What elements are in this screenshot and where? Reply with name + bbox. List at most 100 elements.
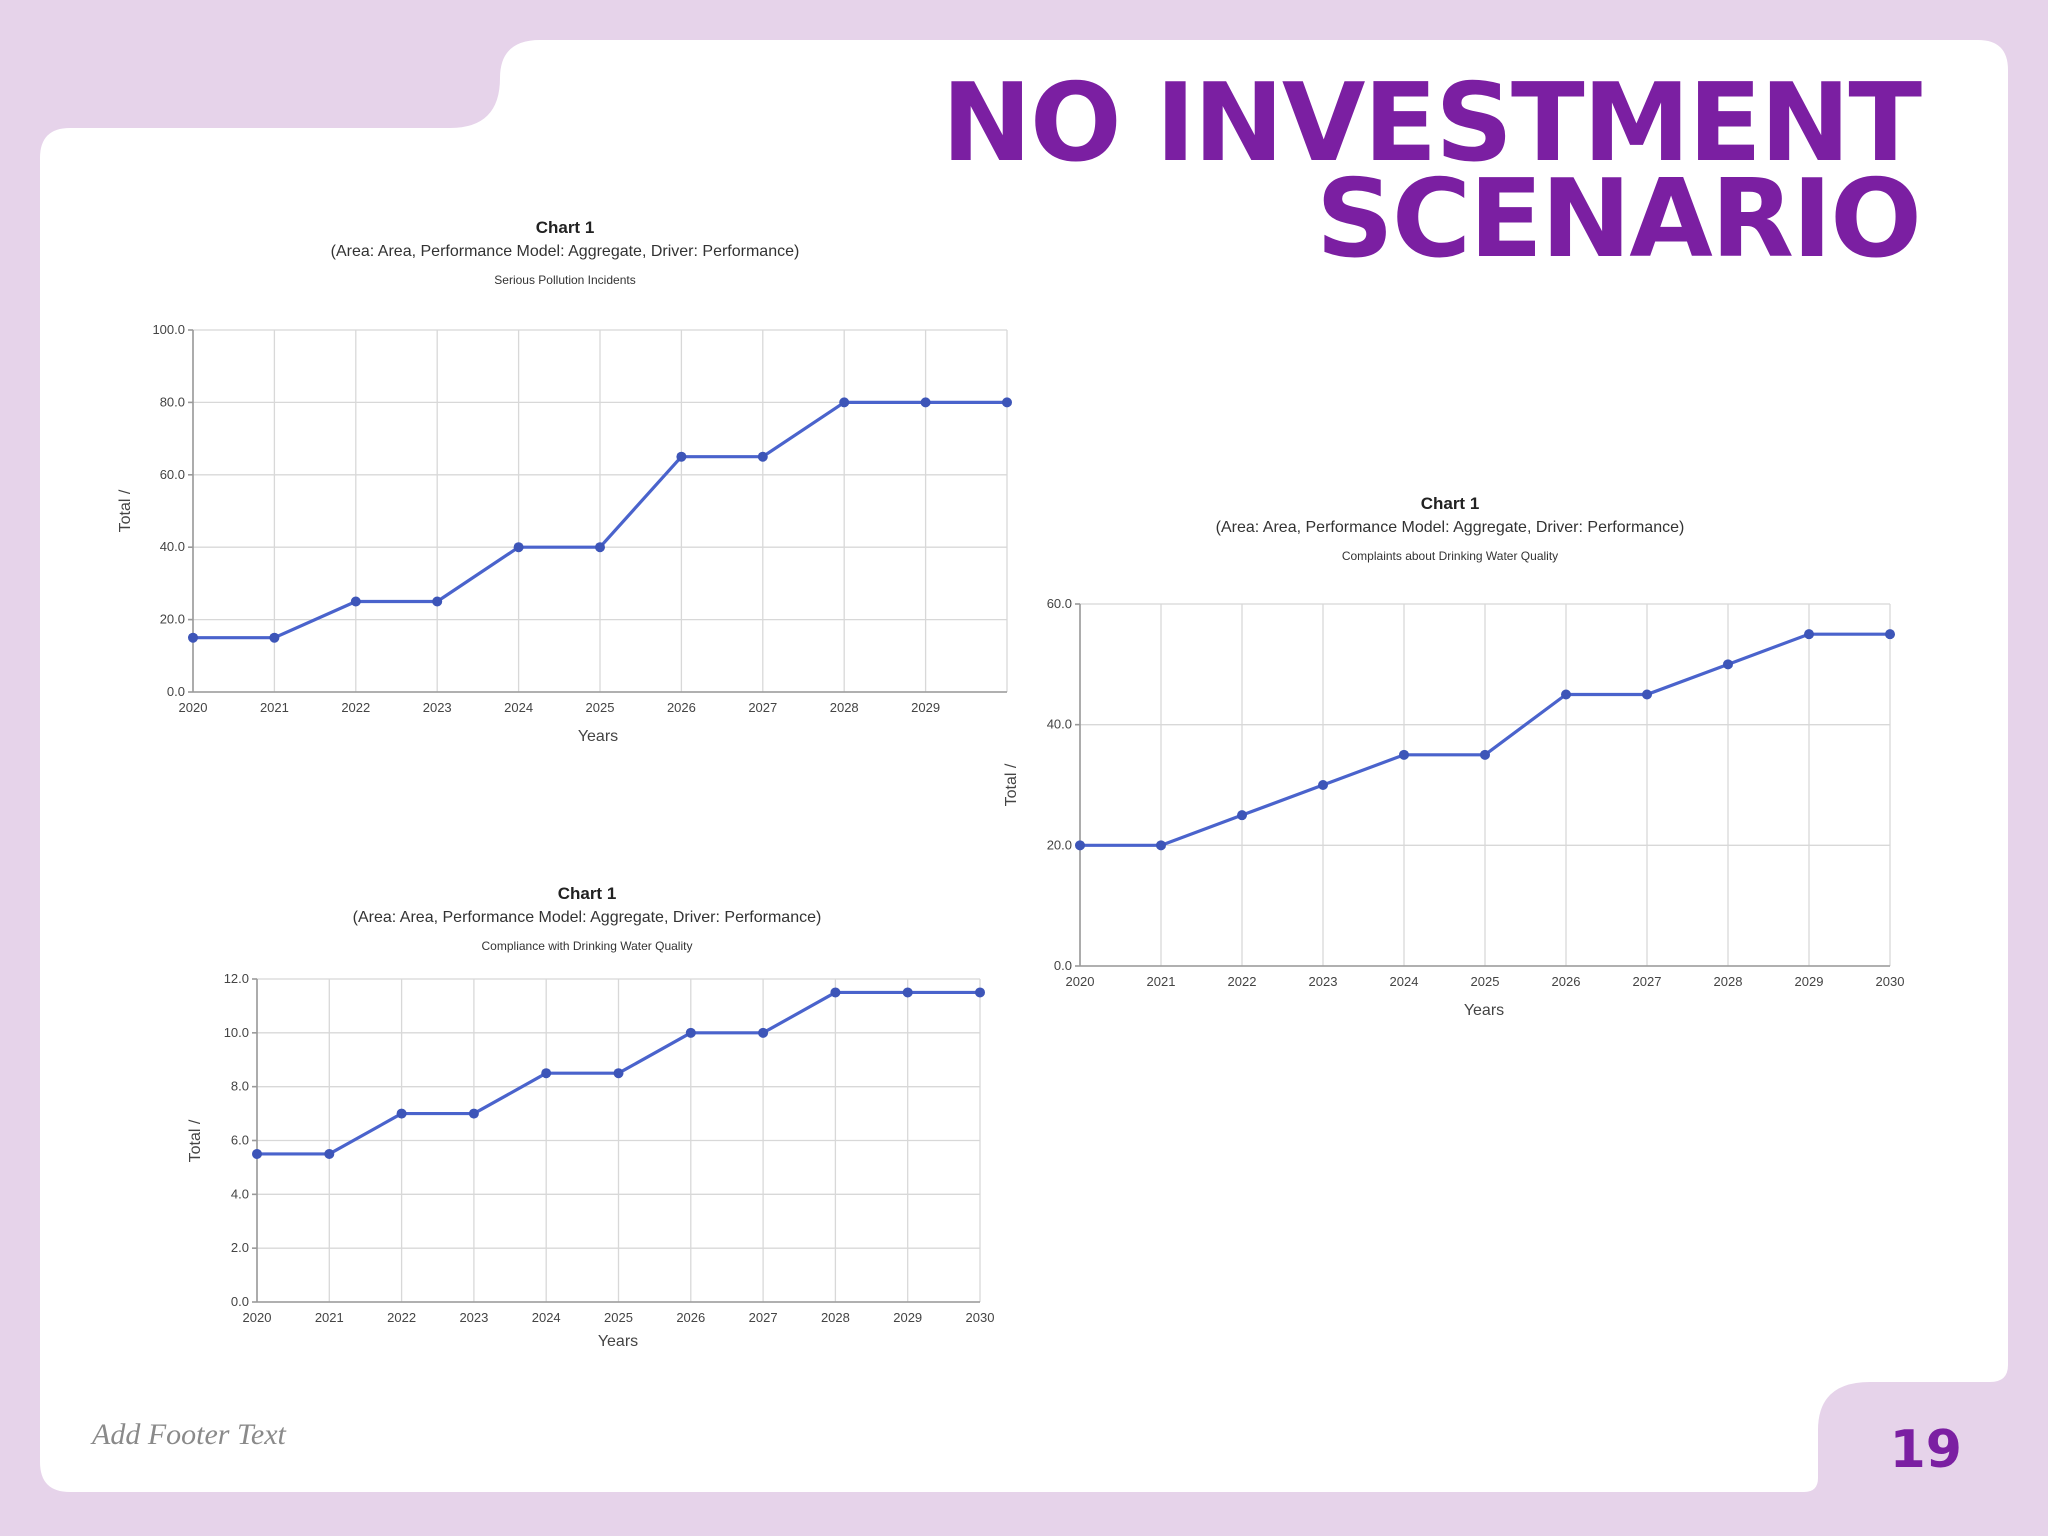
chart-subtitle: (Area: Area, Performance Model: Aggregat… [330,243,800,260]
slide-title: NO INVESTMENT SCENARIO [941,61,1922,274]
y-tick-label: 100.0 [152,322,185,337]
data-point [830,987,841,998]
data-point [396,1108,407,1119]
slide-title-line-1: NO INVESTMENT [941,61,1922,186]
series-title: Complaints about Drinking Water Quality [1341,549,1559,563]
x-tick-label: 2026 [676,1310,705,1325]
chart-complaints-drinking-water-quality: Chart 1 (Area: Area, Performance Model: … [1003,494,1905,1019]
y-tick-label: 40.0 [160,539,185,554]
chart-serious-pollution-incidents: Chart 1 (Area: Area, Performance Model: … [0,0,1020,760]
gridlines [1079,603,1891,967]
chart-title: Chart 1 [557,884,617,903]
x-tick-label: 2030 [1876,974,1905,989]
chart-plot: 0.0 20.0 40.0 60.0 2020 2021 2022 2023 2024 2025 2… [1003,596,1905,1019]
page-number: 19 [1889,1420,1962,1480]
x-axis-label: Years [578,728,618,745]
chart-compliance-drinking-water-quality: Chart 1 (Area: Area, Performance Model: … [0,0,1020,1360]
data-point [432,596,443,607]
series-title: Serious Pollution Incidents [494,273,636,287]
data-point [541,1068,552,1079]
y-tick-label: 8.0 [231,1079,249,1094]
data-point [613,1068,624,1079]
data-point [1723,659,1733,670]
x-tick-label: 2021 [315,1310,344,1325]
x-tick-label: 2022 [1228,974,1257,989]
data-point [1075,840,1085,851]
y-tick-label: 6.0 [231,1133,249,1148]
chart-subtitle: (Area: Area, Performance Model: Aggregat… [352,909,822,926]
x-tick-label: 2021 [1147,974,1176,989]
data-point [1237,810,1247,821]
data-point [975,987,985,998]
y-tick-label: 12.0 [224,971,249,986]
x-tick-label: 2024 [1390,974,1419,989]
x-tick-label: 2020 [1066,974,1095,989]
data-point [1480,749,1490,760]
axes [252,978,980,1303]
x-tick-label: 2020 [243,1310,272,1325]
data-point [1804,629,1814,640]
data-point [1318,780,1328,790]
x-tick-label: 2025 [586,700,615,715]
y-tick-label: 4.0 [231,1186,249,1201]
x-tick-label: 2026 [1552,974,1581,989]
data-point [902,987,913,998]
x-tick-label: 2027 [749,1310,778,1325]
y-tick-label: 2.0 [231,1240,249,1255]
x-tick-label: 2027 [1633,974,1662,989]
data-point [350,596,361,607]
data-point [1885,629,1895,640]
y-tick-label: 20.0 [1047,837,1072,852]
data-point [839,397,850,408]
x-tick-label: 2024 [532,1310,561,1325]
x-tick-label: 2030 [966,1310,995,1325]
x-tick-label: 2025 [1471,974,1500,989]
y-tick-label: 60.0 [1047,596,1072,611]
y-tick-label: 40.0 [1047,717,1072,732]
data-point [269,632,280,643]
series-title: Compliance with Drinking Water Quality [481,939,693,953]
data-point [1561,689,1571,700]
chart-plot: 0.0 2.0 4.0 6.0 8.0 10.0 12.0 2020 2021 2022 2023 2… [187,971,995,1350]
y-tick-label: 80.0 [160,394,185,409]
x-tick-label: 2029 [893,1310,922,1325]
data-point [758,1027,769,1038]
x-tick-label: 2026 [667,700,696,715]
x-tick-label: 2029 [1795,974,1824,989]
data-point [1002,397,1012,408]
x-axis-label: Years [1464,1002,1504,1019]
chart-title-block: Chart 1 (Area: Area, Performance Model: … [280,218,850,287]
data-point [468,1108,479,1119]
x-tick-label: 2022 [387,1310,416,1325]
x-tick-label: 2028 [830,700,859,715]
x-tick-label: 2028 [1714,974,1743,989]
data-point [513,542,524,553]
x-tick-label: 2023 [423,700,452,715]
x-tick-label: 2025 [604,1310,633,1325]
x-tick-label: 2023 [459,1310,488,1325]
chart-subtitle: (Area: Area, Performance Model: Aggregat… [1215,519,1685,536]
chart-title-block: Chart 1 (Area: Area, Performance Model: … [1165,494,1735,563]
x-tick-label: 2023 [1309,974,1338,989]
data-point [920,397,931,408]
data-point [1399,749,1409,760]
data-point [676,451,687,462]
x-axis-label: Years [598,1333,638,1350]
y-tick-label: 20.0 [160,612,185,627]
axes [1075,603,1890,967]
y-axis-label: Total / [187,1119,204,1162]
x-tick-label: 2022 [341,700,370,715]
y-axis-label: Total / [1003,763,1020,806]
y-tick-label: 10.0 [224,1025,249,1040]
chart-title: Chart 1 [1420,494,1480,513]
chart-plot: 0.0 20.0 40.0 60.0 80.0 100.0 2020 2021 2022 2023… [117,322,1012,745]
y-axis-label: Total / [117,489,134,532]
footer-text: Add Footer Text [92,1418,286,1451]
data-point [324,1148,335,1159]
x-tick-label: 2021 [260,700,289,715]
data-point [757,451,768,462]
data-point [595,542,605,553]
gridlines [256,978,981,1303]
x-tick-label: 2024 [504,700,533,715]
y-tick-label: 60.0 [160,467,185,482]
